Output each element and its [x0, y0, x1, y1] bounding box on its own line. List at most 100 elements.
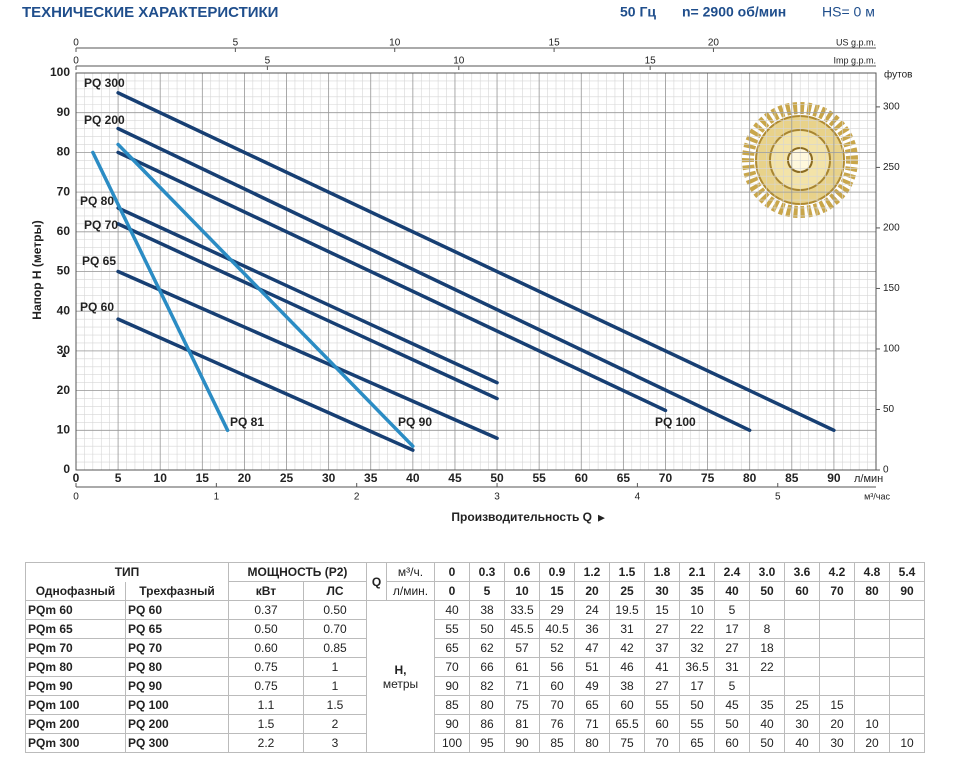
- x-tick-label: 10: [154, 471, 168, 485]
- head-value: 65.5: [609, 714, 645, 734]
- three-phase-model: PQ 80: [125, 657, 229, 677]
- x-tick-label: 50: [490, 471, 504, 485]
- empty-cell: [889, 619, 925, 639]
- x-tick-label: 80: [743, 471, 757, 485]
- single-phase-model: PQm 65: [25, 619, 126, 639]
- secondary-tick-label: 0: [73, 56, 79, 67]
- series-line: [116, 150, 668, 413]
- y-tick-label: 100: [50, 65, 70, 79]
- head-value: 5: [714, 600, 750, 620]
- head-value: 70: [644, 733, 680, 753]
- head-value: 62: [469, 638, 505, 658]
- lpm-header: л/мин.: [386, 581, 435, 601]
- y-tick-label: 0: [63, 462, 70, 476]
- empty-cell: [819, 638, 855, 658]
- head-value: 60: [714, 733, 750, 753]
- series-line: [116, 206, 499, 385]
- head-value: 90: [434, 676, 470, 696]
- q-lpm: 20: [574, 581, 610, 601]
- x-tick-label: 25: [280, 471, 294, 485]
- q-lpm: 50: [749, 581, 785, 601]
- secondary-tick-label: 5: [265, 56, 271, 67]
- head-unit-label: метры: [382, 676, 419, 691]
- series-line: [116, 269, 499, 440]
- q-lpm: 15: [539, 581, 575, 601]
- head-value: 71: [504, 676, 540, 696]
- secondary-tick-label: 0: [73, 38, 79, 49]
- head-value: 40: [784, 733, 820, 753]
- secondary-axis-label: Imp g.p.m.: [833, 55, 876, 65]
- x-tick-label: 15: [196, 471, 210, 485]
- head-value: 65: [574, 695, 610, 715]
- series-line: [116, 222, 499, 401]
- q-m3h: 1.5: [609, 562, 645, 582]
- head-value: 61: [504, 657, 540, 677]
- head-value: 82: [469, 676, 505, 696]
- head-value: 37: [644, 638, 680, 658]
- head-value: 60: [644, 714, 680, 734]
- head-label: H,: [394, 662, 407, 677]
- power-kw: 0.60: [228, 638, 304, 658]
- empty-cell: [854, 657, 890, 677]
- head-value: 20: [819, 714, 855, 734]
- head-value: 41: [644, 657, 680, 677]
- head-value: 50: [469, 619, 505, 639]
- secondary-tick-label: 20: [708, 38, 720, 49]
- head-value: 38: [469, 600, 505, 620]
- head-value: 95: [469, 733, 505, 753]
- head-value: 27: [644, 676, 680, 696]
- empty-cell: [889, 638, 925, 658]
- head-value: 80: [469, 695, 505, 715]
- head-value: 19.5: [609, 600, 645, 620]
- head-value: 60: [539, 676, 575, 696]
- head-value: 10: [854, 714, 890, 734]
- head-value: 30: [784, 714, 820, 734]
- empty-cell: [784, 676, 820, 696]
- head-value: 40.5: [539, 619, 575, 639]
- power-hp: 0.70: [303, 619, 367, 639]
- power-kw: 2.2: [228, 733, 304, 753]
- head-value: 25: [784, 695, 820, 715]
- power-kw: 1.1: [228, 695, 304, 715]
- y-tick-label: 10: [57, 422, 71, 436]
- series-label: PQ 70: [84, 218, 118, 232]
- x-unit: л/мин: [854, 473, 883, 485]
- q-m3h: 3.0: [749, 562, 785, 582]
- table-row: PQm 200 PQ 200 1.5 2 90 86 81 76 71 65.5 60 55 50 40 3…: [25, 714, 925, 734]
- head-value: 45.5: [504, 619, 540, 639]
- power-hp: 0.50: [303, 600, 367, 620]
- head-value: 49: [574, 676, 610, 696]
- q-m3h: 5.4: [889, 562, 925, 582]
- head-value: 51: [574, 657, 610, 677]
- power-hp: 2: [303, 714, 367, 734]
- three-phase-header: Трехфазный: [125, 581, 229, 601]
- head-value: 22: [749, 657, 785, 677]
- grid: [75, 72, 877, 471]
- y2-tick-label: 50: [883, 404, 895, 415]
- head-value: 70: [539, 695, 575, 715]
- empty-cell: [749, 600, 785, 620]
- head-value: 15: [644, 600, 680, 620]
- series-label: PQ 90: [398, 415, 432, 429]
- three-phase-model: PQ 70: [125, 638, 229, 658]
- x-tick-label: 0: [73, 471, 80, 485]
- secondary-tick-label: 5: [233, 38, 239, 49]
- head-value: 90: [504, 733, 540, 753]
- series-label: PQ 200: [84, 113, 125, 127]
- y2-tick-label: 100: [883, 344, 900, 355]
- q-m3h: 0: [434, 562, 470, 582]
- three-phase-model: PQ 100: [125, 695, 229, 715]
- type-header: ТИП: [25, 562, 229, 582]
- head-value: 50: [714, 714, 750, 734]
- q-m3h: 4.2: [819, 562, 855, 582]
- series-line: [91, 150, 230, 433]
- x-tick-label: 65: [617, 471, 631, 485]
- series-label: PQ 100: [655, 415, 696, 429]
- head-value: 85: [539, 733, 575, 753]
- chart: ТЕХНИЧЕСКИЕ ХАРАКТЕРИСТИКИ 50 Гц n= 2900…: [22, 4, 912, 524]
- head-value: 55: [679, 714, 715, 734]
- y-tick-label: 70: [57, 184, 71, 198]
- single-phase-header: Однофазный: [25, 581, 126, 601]
- x-tick-label: 45: [448, 471, 462, 485]
